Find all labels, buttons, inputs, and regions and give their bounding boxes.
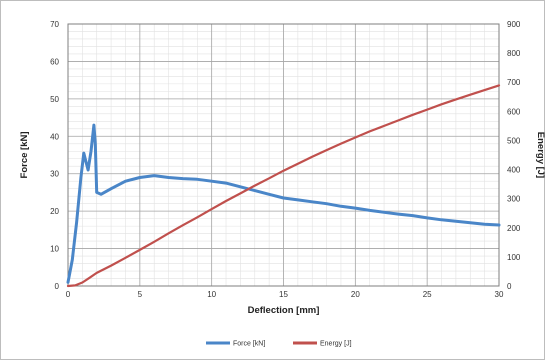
left-y-tick-label: 70 bbox=[50, 20, 59, 29]
tick-labels: 0 5 10 15 20 25 300102030405060700100200300400… bbox=[50, 20, 521, 299]
right-y-tick-label: 0 bbox=[507, 282, 512, 291]
legend-label-force: Force [kN] bbox=[233, 341, 265, 348]
x-tick-label: 25 bbox=[423, 290, 432, 299]
plot-area bbox=[67, 23, 500, 287]
left-y-tick-label: 0 bbox=[55, 282, 60, 291]
right-axis-title: Energy [J] bbox=[535, 132, 545, 178]
x-tick-label: 20 bbox=[351, 290, 360, 299]
x-axis-title: Deflection [mm] bbox=[248, 305, 320, 316]
left-y-tick-label: 30 bbox=[50, 170, 59, 179]
x-tick-label: 15 bbox=[279, 290, 288, 299]
right-y-tick-label: 100 bbox=[507, 253, 521, 262]
force-series-line bbox=[66, 123, 501, 284]
x-tick-label: 0 bbox=[66, 290, 71, 299]
x-tick-label: 10 bbox=[207, 290, 216, 299]
series bbox=[66, 84, 501, 288]
right-y-tick-label: 900 bbox=[507, 20, 521, 29]
right-y-tick-label: 700 bbox=[507, 78, 521, 87]
right-y-tick-label: 800 bbox=[507, 49, 521, 58]
legend-label-energy: Energy [J] bbox=[320, 341, 352, 348]
right-y-tick-label: 200 bbox=[507, 224, 521, 233]
right-y-tick-label: 300 bbox=[507, 195, 521, 204]
legend: Force [kN] Energy [J] bbox=[206, 341, 352, 348]
x-tick-label: 5 bbox=[138, 290, 143, 299]
left-y-tick-label: 60 bbox=[50, 57, 59, 66]
right-y-tick-label: 500 bbox=[507, 136, 521, 145]
left-y-tick-label: 40 bbox=[50, 132, 59, 141]
left-axis-title: Force [kN] bbox=[19, 132, 30, 179]
left-y-tick-label: 10 bbox=[50, 245, 59, 254]
x-tick-label: 30 bbox=[495, 290, 504, 299]
left-y-tick-label: 50 bbox=[50, 95, 59, 104]
right-y-tick-label: 400 bbox=[507, 166, 521, 175]
grid bbox=[67, 23, 500, 287]
right-y-tick-label: 600 bbox=[507, 107, 521, 116]
energy-series-line bbox=[66, 84, 501, 288]
left-y-tick-label: 20 bbox=[50, 207, 59, 216]
